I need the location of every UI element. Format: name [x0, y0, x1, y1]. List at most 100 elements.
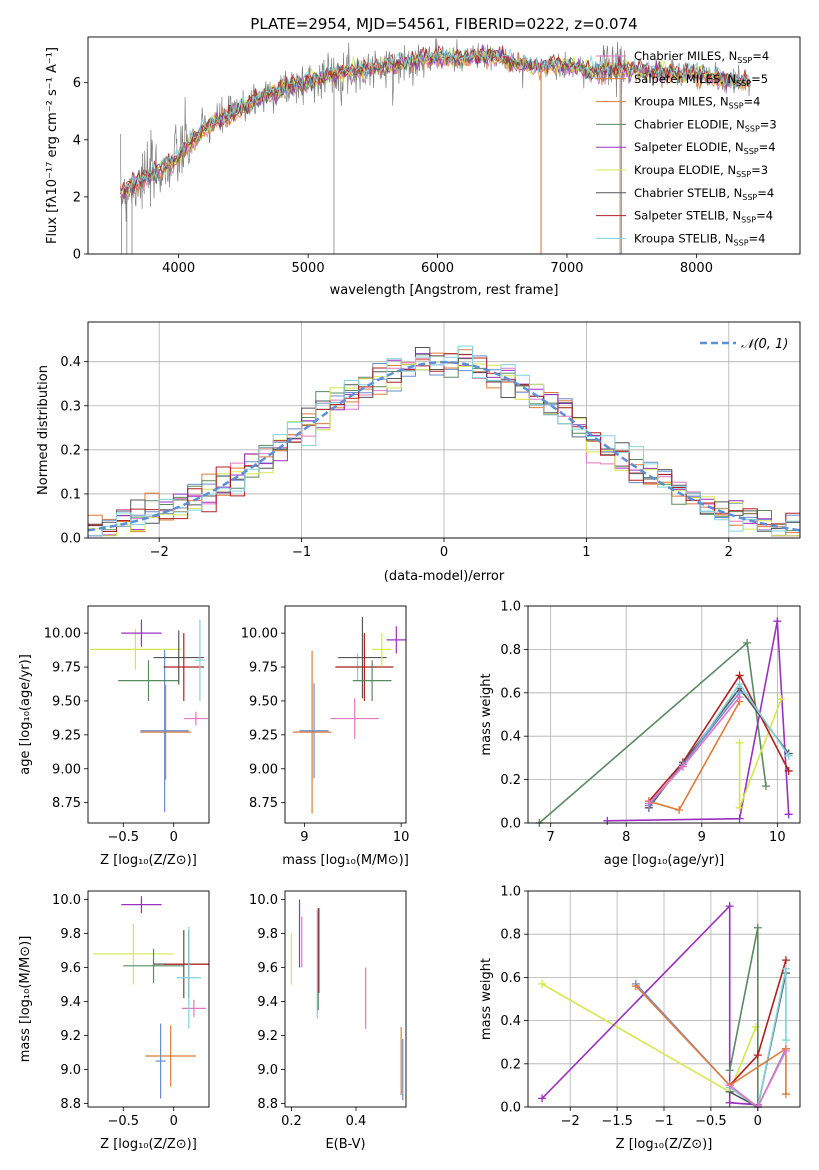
weight-marker [784, 766, 793, 775]
weight-line-orange [648, 701, 741, 811]
model-line-kroupa-stelib [120, 46, 750, 193]
axis-ticks: 4000 5000 6000 7000 8000 0 2 4 6 [73, 76, 713, 276]
y-tick-label: 2 [73, 190, 81, 205]
panel-marks [290, 899, 404, 1101]
x-axis-label: age [log₁₀(age/yr)] [604, 853, 725, 868]
panel-age-vs-mass: 9 10 8.75 9.00 9.25 9.50 9.75 10.00 mass [log₁₀(… [241, 605, 410, 868]
y-tick-label: 9.50 [52, 694, 81, 709]
y-tick-label: 6 [73, 76, 81, 91]
weight-marker [644, 799, 653, 808]
x-tick-label: 10 [393, 830, 410, 845]
y-tick-label: 0.4 [500, 1014, 521, 1029]
weight-marker [735, 693, 744, 702]
y-tick-label: 0.2 [60, 443, 81, 458]
weight-marker [735, 671, 744, 680]
legend-entry: Salpeter ELODIE, NSSP=4 [634, 140, 776, 156]
weight-marker [762, 782, 770, 791]
x-tick-label: 0 [170, 830, 178, 845]
y-tick-label: 8.75 [249, 796, 278, 811]
y-tick-label: 9.25 [52, 728, 81, 743]
weight-marker [675, 805, 684, 814]
legend-entry: Chabrier MILES, NSSP=4 [634, 49, 769, 65]
y-tick-label: 9.4 [60, 995, 81, 1010]
weight-marker [603, 816, 612, 825]
panel-marks [93, 896, 209, 1099]
y-tick-label: 0.6 [500, 686, 521, 701]
panel-marks [119, 38, 751, 254]
x-tick-label: 0 [170, 1114, 178, 1129]
weight-marker [781, 956, 790, 965]
weight-marker [781, 1036, 790, 1045]
y-tick-label: 9.00 [52, 762, 81, 777]
x-axis-label: Z [log₁₀(Z/Z⊙)] [100, 1137, 197, 1152]
legend-entry: Salpeter STELIB, NSSP=4 [634, 209, 773, 225]
y-tick-label: 4 [73, 133, 81, 148]
panel-marks [535, 617, 793, 827]
weight-marker [725, 1066, 734, 1075]
y-tick-label: 1.0 [500, 600, 521, 615]
histogram-blue [88, 355, 800, 537]
panel-marks [538, 902, 790, 1111]
axes-frame [87, 605, 210, 824]
weight-line-purple [607, 621, 790, 822]
panel-mass-vs-Z: −0.5 0 8.8 9.0 9.2 9.4 9.6 9.8 10.0 Z [log₁₀(Z/Z⊙… [18, 890, 210, 1152]
x-tick-label: −2 [150, 545, 169, 560]
x-tick-label: 2 [725, 545, 733, 560]
y-tick-label: 9.4 [257, 995, 278, 1010]
weight-marker [725, 1081, 734, 1090]
y-tick-label: 8.75 [52, 796, 81, 811]
x-tick-label: 0 [440, 545, 448, 560]
y-tick-label: 0.2 [500, 1057, 521, 1072]
weight-marker [781, 1046, 790, 1055]
y-axis-label: mass weight [479, 673, 494, 755]
axes-frame [87, 36, 801, 255]
x-tick-label: −0.5 [695, 1114, 727, 1129]
y-tick-label: 8.8 [60, 1097, 81, 1112]
legend-entry: Kroupa MILES, NSSP=4 [634, 95, 760, 111]
normal-curve [88, 360, 800, 532]
y-tick-label: 0 [73, 248, 81, 263]
y-tick-label: 0.1 [60, 487, 81, 502]
panel-weight-vs-Z: −2 −1.5 −1 −0.5 0 0.0 0.2 0.4 0.6 0.8 1.0 Z [log₁₀(… [479, 885, 801, 1152]
legend: Chabrier MILES, NSSP=4 Salpeter MILES, NS… [596, 49, 777, 247]
weight-marker [538, 979, 547, 988]
x-tick-label: −1.5 [601, 1114, 633, 1129]
y-tick-label: 1.0 [500, 885, 521, 900]
y-tick-label: 0.2 [500, 773, 521, 788]
panel-marks [88, 345, 800, 537]
histogram-yellow [88, 353, 800, 537]
y-tick-label: 9.0 [60, 1063, 81, 1078]
x-axis-label: wavelength [Angstrom, rest frame] [330, 283, 559, 298]
y-tick-label: 0.0 [500, 1101, 521, 1116]
weight-marker [753, 1051, 762, 1060]
model-line-salpeter-stelib [119, 44, 750, 195]
axis-ticks: 9 10 8.75 9.00 9.25 9.50 9.75 10.00 [241, 627, 410, 845]
panel-marks [292, 616, 406, 814]
legend-entry: 𝒩(0, 1) [741, 337, 788, 352]
x-axis-label: (data-model)/error [384, 569, 505, 584]
weight-marker [735, 803, 744, 812]
y-tick-label: 0.8 [500, 643, 521, 658]
y-tick-label: 0.6 [500, 971, 521, 986]
weight-line-orange [635, 985, 787, 1094]
panel-marks [90, 619, 208, 813]
axes-frame [284, 890, 407, 1108]
weight-marker [773, 617, 782, 626]
weight-marker [784, 810, 793, 819]
x-tick-label: 5000 [292, 261, 325, 276]
weight-marker [784, 751, 793, 760]
weight-marker [725, 902, 734, 911]
weight-marker [678, 762, 687, 771]
weight-marker [781, 964, 790, 973]
y-tick-label: 9.2 [257, 1029, 278, 1044]
y-tick-label: 9.50 [249, 694, 278, 709]
weight-marker [725, 1098, 734, 1107]
axes-frame [87, 890, 210, 1108]
model-line-salpeter-elodie [119, 44, 750, 199]
weight-marker [777, 695, 786, 704]
y-tick-label: 0.3 [60, 399, 81, 414]
panel-residuals: −2 −1 0 1 2 0.0 0.1 0.2 0.3 0.4 𝒩(0, 1) (data-model… [36, 321, 801, 584]
axis-ticks: 0.2 0.4 8.8 9.0 9.2 9.4 9.6 9.8 10.0 [249, 893, 366, 1129]
